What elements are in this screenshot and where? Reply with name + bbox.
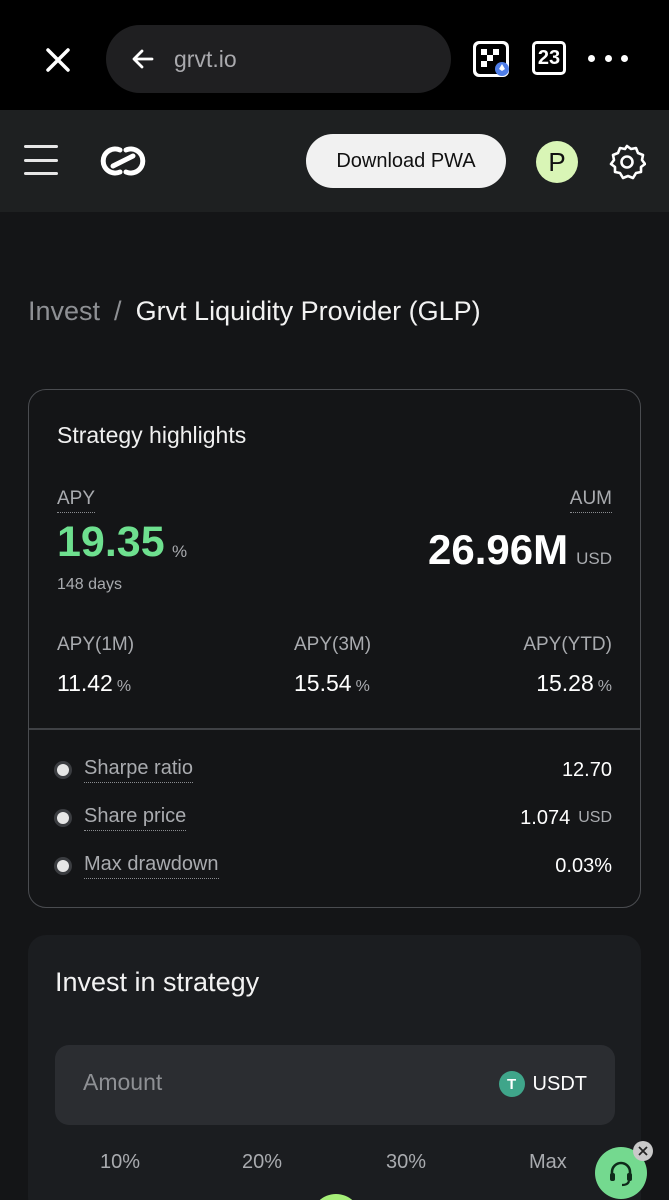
breadcrumb-invest-link[interactable]: Invest <box>28 296 101 326</box>
avatar[interactable]: P <box>536 141 578 183</box>
app-header: Download PWA P <box>0 110 669 212</box>
settings-gear-icon[interactable] <box>608 143 646 181</box>
stat-value: 15.28 <box>536 670 594 696</box>
breadcrumb-separator: / <box>114 296 122 326</box>
stat-unit: % <box>355 678 370 695</box>
percent-20-button[interactable]: 20% <box>242 1151 283 1173</box>
aum-value-group: 26.96M USD <box>428 526 612 574</box>
aum-label[interactable]: AUM <box>569 488 612 513</box>
invest-title: Invest in strategy <box>55 967 260 997</box>
more-icon[interactable] <box>588 48 628 68</box>
breadcrumb: Invest / Grvt Liquidity Provider (GLP) <box>28 296 481 327</box>
stat-unit: % <box>116 678 132 695</box>
percent-10-button[interactable]: 10% <box>100 1151 141 1173</box>
metric-label[interactable]: Sharpe ratio <box>84 757 193 783</box>
metric-value: 12.70 <box>561 758 612 781</box>
wallet-extension-icon[interactable] <box>472 40 510 78</box>
strategy-highlights-title: Strategy highlights <box>57 422 247 448</box>
close-support-icon[interactable] <box>633 1141 653 1161</box>
slider-handle[interactable] <box>311 1194 361 1200</box>
amount-input[interactable] <box>83 1069 383 1096</box>
grvt-logo[interactable] <box>96 140 150 182</box>
bullet-icon <box>57 860 69 872</box>
apy-period: 148 days <box>57 576 122 593</box>
close-icon[interactable] <box>40 42 76 78</box>
metric-sharpe-ratio: Sharpe ratio 12.70 <box>57 757 612 783</box>
stat-apy-ytd: APY(YTD) 15.28% <box>523 634 612 697</box>
stat-unit: % <box>597 678 612 695</box>
strategy-highlights-card: Strategy highlights APY 19.35 % 148 days… <box>28 389 641 908</box>
stat-value: 11.42 <box>57 670 113 696</box>
back-arrow-icon[interactable] <box>130 46 156 72</box>
address-bar[interactable]: grvt.io <box>106 25 451 93</box>
percent-max-button[interactable]: Max <box>529 1151 567 1173</box>
divider <box>29 728 640 730</box>
metric-value: 1.074 <box>520 806 571 829</box>
menu-icon[interactable] <box>24 145 58 175</box>
support-chat-button[interactable] <box>595 1147 647 1199</box>
amount-field[interactable]: T USDT <box>55 1045 615 1125</box>
download-pwa-button[interactable]: Download PWA <box>306 134 506 188</box>
usdt-coin-icon: T <box>498 1071 525 1097</box>
bullet-icon <box>57 812 69 824</box>
stat-value: 15.54 <box>294 670 352 696</box>
metric-label[interactable]: Share price <box>84 805 187 831</box>
metric-max-drawdown: Max drawdown 0.03% <box>57 853 612 879</box>
token-symbol: USDT <box>532 1072 587 1095</box>
metric-share-price: Share price 1.074 USD <box>57 805 612 831</box>
apy-value: 19.35 <box>57 518 165 566</box>
metric-unit: USD <box>578 809 612 826</box>
headset-icon <box>610 1161 632 1187</box>
apy-label[interactable]: APY <box>57 488 96 513</box>
stat-apy-3m: APY(3M) 15.54% <box>294 634 371 697</box>
tabs-icon[interactable]: 23 <box>532 41 566 75</box>
metric-value: 0.03% <box>555 854 612 877</box>
apy-unit: % <box>172 542 188 561</box>
stat-label: APY(YTD) <box>523 634 612 655</box>
token-selector[interactable]: T USDT <box>498 1071 587 1097</box>
page-title: Grvt Liquidity Provider (GLP) <box>135 296 481 326</box>
stat-label: APY(1M) <box>57 634 135 655</box>
metric-label[interactable]: Max drawdown <box>84 853 219 879</box>
invest-card: Invest in strategy T USDT 10% 20% 30% Ma… <box>28 935 641 1200</box>
stat-apy-1m: APY(1M) 11.42% <box>57 634 134 697</box>
percent-30-button[interactable]: 30% <box>386 1151 427 1173</box>
bullet-icon <box>57 764 69 776</box>
aum-value: 26.96M <box>428 526 569 573</box>
stat-label: APY(3M) <box>294 634 372 655</box>
url-text: grvt.io <box>174 45 237 72</box>
browser-toolbar: grvt.io 23 <box>0 0 669 110</box>
aum-unit: USD <box>576 549 612 568</box>
